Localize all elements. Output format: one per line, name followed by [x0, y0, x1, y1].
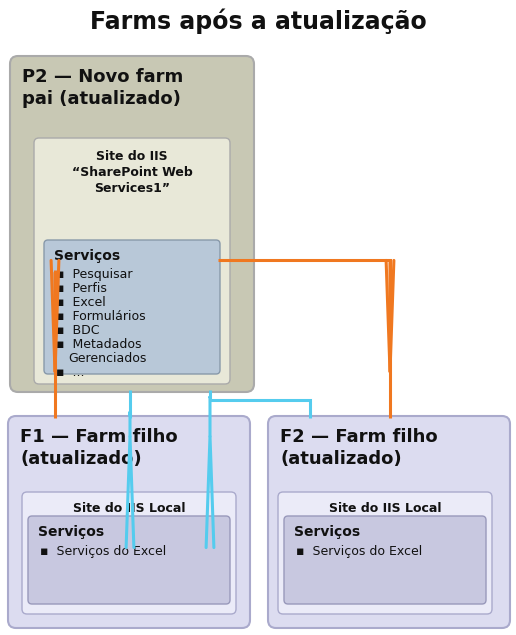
Text: Site do IIS
“SharePoint Web
Services1”: Site do IIS “SharePoint Web Services1” — [72, 150, 192, 195]
Text: ▪  Formulários: ▪ Formulários — [56, 310, 146, 323]
Text: Gerenciados: Gerenciados — [68, 352, 147, 365]
FancyBboxPatch shape — [22, 492, 236, 614]
FancyBboxPatch shape — [268, 416, 510, 628]
Text: ▪  Serviços do Excel: ▪ Serviços do Excel — [296, 545, 422, 558]
Text: ▪  ...: ▪ ... — [56, 366, 85, 379]
Text: Farms após a atualização: Farms após a atualização — [90, 8, 426, 34]
Text: ▪  BDC: ▪ BDC — [56, 324, 100, 337]
Text: ▪  Pesquisar: ▪ Pesquisar — [56, 268, 133, 281]
Text: ▪  Metadados: ▪ Metadados — [56, 338, 141, 351]
Text: ▪  Perfis: ▪ Perfis — [56, 282, 107, 295]
Text: Serviços: Serviços — [54, 249, 120, 263]
Text: ▪  Excel: ▪ Excel — [56, 296, 106, 309]
Text: Serviços: Serviços — [294, 525, 360, 539]
Text: P2 — Novo farm
pai (atualizado): P2 — Novo farm pai (atualizado) — [22, 68, 183, 108]
FancyBboxPatch shape — [34, 138, 230, 384]
Text: Site do IIS Local: Site do IIS Local — [73, 502, 185, 515]
FancyBboxPatch shape — [28, 516, 230, 604]
Text: Site do IIS Local: Site do IIS Local — [329, 502, 441, 515]
Text: F1 — Farm filho
(atualizado): F1 — Farm filho (atualizado) — [20, 428, 178, 468]
Text: F2 — Farm filho
(atualizado): F2 — Farm filho (atualizado) — [280, 428, 438, 468]
FancyBboxPatch shape — [278, 492, 492, 614]
FancyBboxPatch shape — [284, 516, 486, 604]
Text: ▪  Serviços do Excel: ▪ Serviços do Excel — [40, 545, 166, 558]
FancyBboxPatch shape — [44, 240, 220, 374]
FancyBboxPatch shape — [10, 56, 254, 392]
Text: Serviços: Serviços — [38, 525, 104, 539]
FancyBboxPatch shape — [8, 416, 250, 628]
